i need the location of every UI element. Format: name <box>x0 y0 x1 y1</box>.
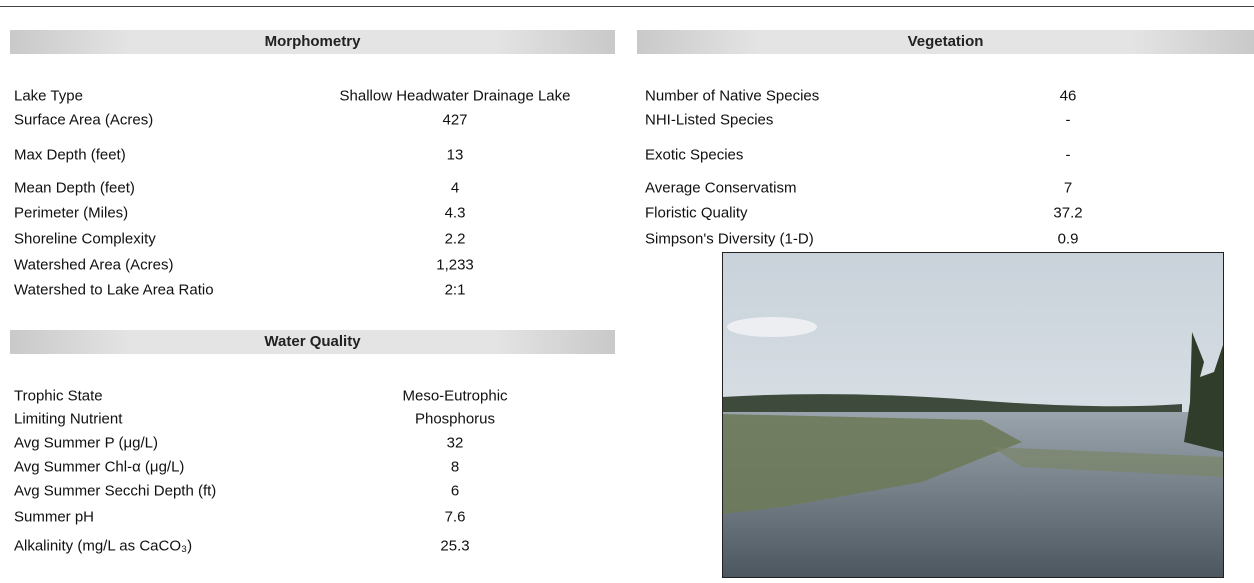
row-label: Limiting Nutrient <box>14 410 123 428</box>
row-label: Avg Summer P (μg/L) <box>14 434 158 452</box>
section-header: Morphometry <box>10 30 615 54</box>
row-value: 4.3 <box>444 204 466 222</box>
row-label: Trophic State <box>14 387 103 405</box>
row-label: Max Depth (feet) <box>14 146 126 164</box>
row-value: 8 <box>450 458 460 476</box>
row-value: 4 <box>450 179 460 197</box>
row-value: 0.9 <box>1057 230 1079 248</box>
row-value: 7 <box>1063 179 1073 197</box>
row-label: NHI-Listed Species <box>645 111 774 129</box>
row-value: - <box>1065 111 1071 129</box>
row-label: Avg Summer Chl-α (μg/L) <box>14 458 185 476</box>
row-value: Phosphorus <box>414 410 496 428</box>
row-value: 7.6 <box>444 508 466 526</box>
row-value: 25.3 <box>440 537 470 555</box>
row-label: Lake Type <box>14 87 83 105</box>
row-label: Avg Summer Secchi Depth (ft) <box>14 482 217 500</box>
row-value: - <box>1065 146 1071 164</box>
row-value: 13 <box>446 146 464 164</box>
row-value: 427 <box>442 111 468 129</box>
row-label: Simpson's Diversity (1-D) <box>645 230 814 248</box>
row-value: 46 <box>1059 87 1077 105</box>
row-label: Shoreline Complexity <box>14 230 156 248</box>
section-header: Water Quality <box>10 330 615 354</box>
row-value: 32 <box>446 434 464 452</box>
row-label: Exotic Species <box>645 146 744 164</box>
row-label: Alkalinity (mg/L as CaCO₃) <box>14 537 193 555</box>
top-rule <box>0 6 1254 7</box>
row-label: Surface Area (Acres) <box>14 111 154 129</box>
row-label: Mean Depth (feet) <box>14 179 135 197</box>
row-value: 2.2 <box>444 230 466 248</box>
row-value: 37.2 <box>1053 204 1083 222</box>
row-label: Number of Native Species <box>645 87 820 105</box>
section-header: Vegetation <box>637 30 1254 54</box>
row-value: Shallow Headwater Drainage Lake <box>339 87 571 105</box>
row-label: Average Conservatism <box>645 179 797 197</box>
row-value: 1,233 <box>436 256 474 274</box>
row-value: Meso-Eutrophic <box>402 387 508 405</box>
row-label: Perimeter (Miles) <box>14 204 129 222</box>
lake-photo <box>722 252 1224 578</box>
row-label: Watershed to Lake Area Ratio <box>14 281 214 299</box>
row-label: Watershed Area (Acres) <box>14 256 174 274</box>
row-value: 6 <box>450 482 460 500</box>
row-label: Floristic Quality <box>645 204 748 222</box>
row-value: 2:1 <box>444 281 466 299</box>
row-label: Summer pH <box>14 508 95 526</box>
